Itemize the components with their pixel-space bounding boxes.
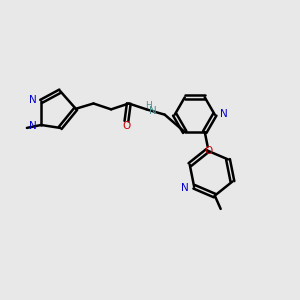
Text: H: H [146,101,152,110]
Text: N: N [28,122,36,131]
Text: N: N [182,183,189,193]
Text: N: N [28,95,36,105]
Text: O: O [205,146,213,156]
Text: N: N [220,109,227,119]
Text: N: N [149,106,157,116]
Text: O: O [123,121,131,131]
